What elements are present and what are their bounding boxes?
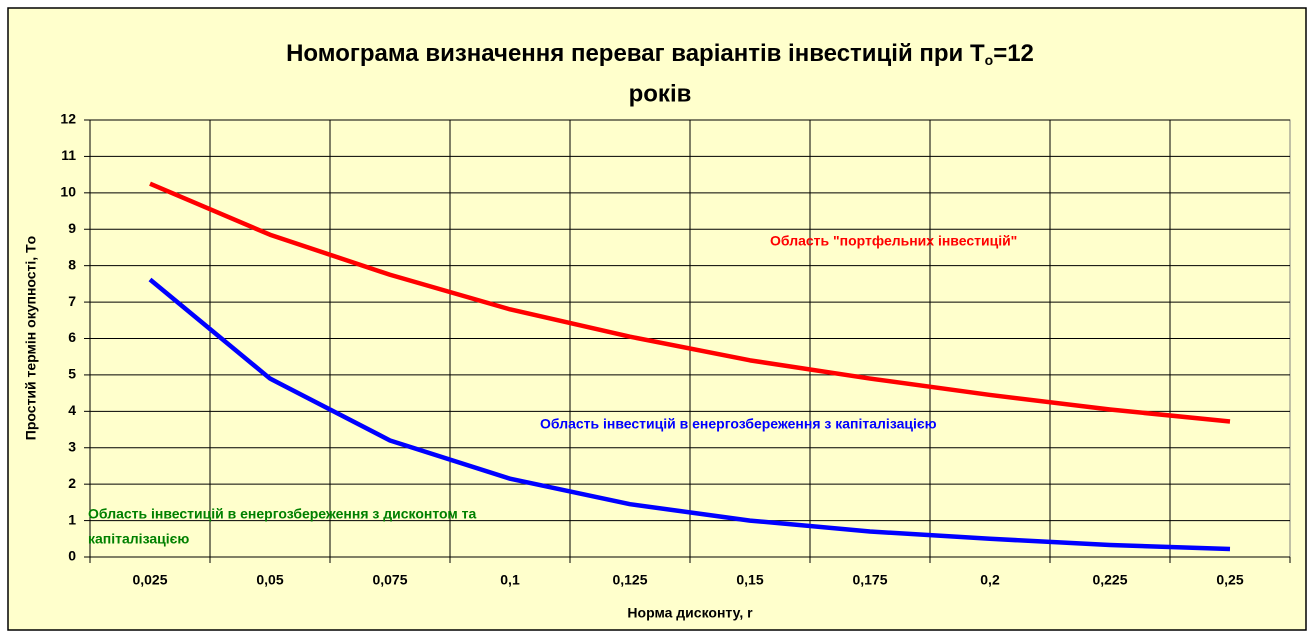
- x-tick-label: 0,05: [256, 572, 283, 588]
- x-tick-label: 0,225: [1092, 572, 1127, 588]
- y-tick-label: 5: [68, 366, 76, 382]
- x-tick-label: 0,2: [980, 572, 1000, 588]
- y-tick-label: 2: [68, 475, 76, 491]
- y-tick-label: 4: [68, 402, 76, 418]
- y-tick-label: 8: [68, 256, 76, 272]
- chart-title: Номограма визначення переваг варіантів і…: [286, 40, 1034, 67]
- x-tick-label: 0,175: [852, 572, 887, 588]
- y-tick-label: 6: [68, 329, 76, 345]
- series-line: [149, 181, 1231, 424]
- annotation: Область "портфельних інвестицій": [770, 233, 1017, 249]
- title-subscript: о: [985, 52, 994, 68]
- title-text: Номограма визначення переваг варіантів і…: [286, 40, 985, 67]
- y-axis-label: Простий термін окупності, Tо: [23, 236, 39, 440]
- y-tick-label: 10: [60, 184, 76, 200]
- annotation: Область інвестицій в енергозбереження з …: [88, 506, 477, 522]
- y-tick-label: 9: [68, 220, 76, 236]
- y-tick-label: 12: [60, 111, 76, 127]
- y-tick-label: 1: [68, 511, 76, 527]
- annotation: Область інвестицій в енергозбереження з …: [540, 416, 937, 432]
- x-axis-label: Норма дисконту, r: [627, 605, 753, 621]
- y-tick-label: 7: [68, 293, 76, 309]
- series-line: [148, 277, 1231, 552]
- x-tick-label: 0,25: [1216, 572, 1243, 588]
- x-tick-label: 0,125: [612, 572, 647, 588]
- annotation: капіталізацією: [88, 531, 189, 547]
- title-text: =12: [993, 40, 1034, 67]
- y-tick-label: 3: [68, 438, 76, 454]
- y-tick-label: 0: [68, 548, 76, 564]
- x-tick-label: 0,025: [132, 572, 167, 588]
- x-tick-label: 0,15: [736, 572, 763, 588]
- chart-title: років: [629, 80, 692, 107]
- x-tick-label: 0,1: [500, 572, 520, 588]
- x-tick-label: 0,075: [372, 572, 407, 588]
- y-tick-label: 11: [61, 147, 76, 163]
